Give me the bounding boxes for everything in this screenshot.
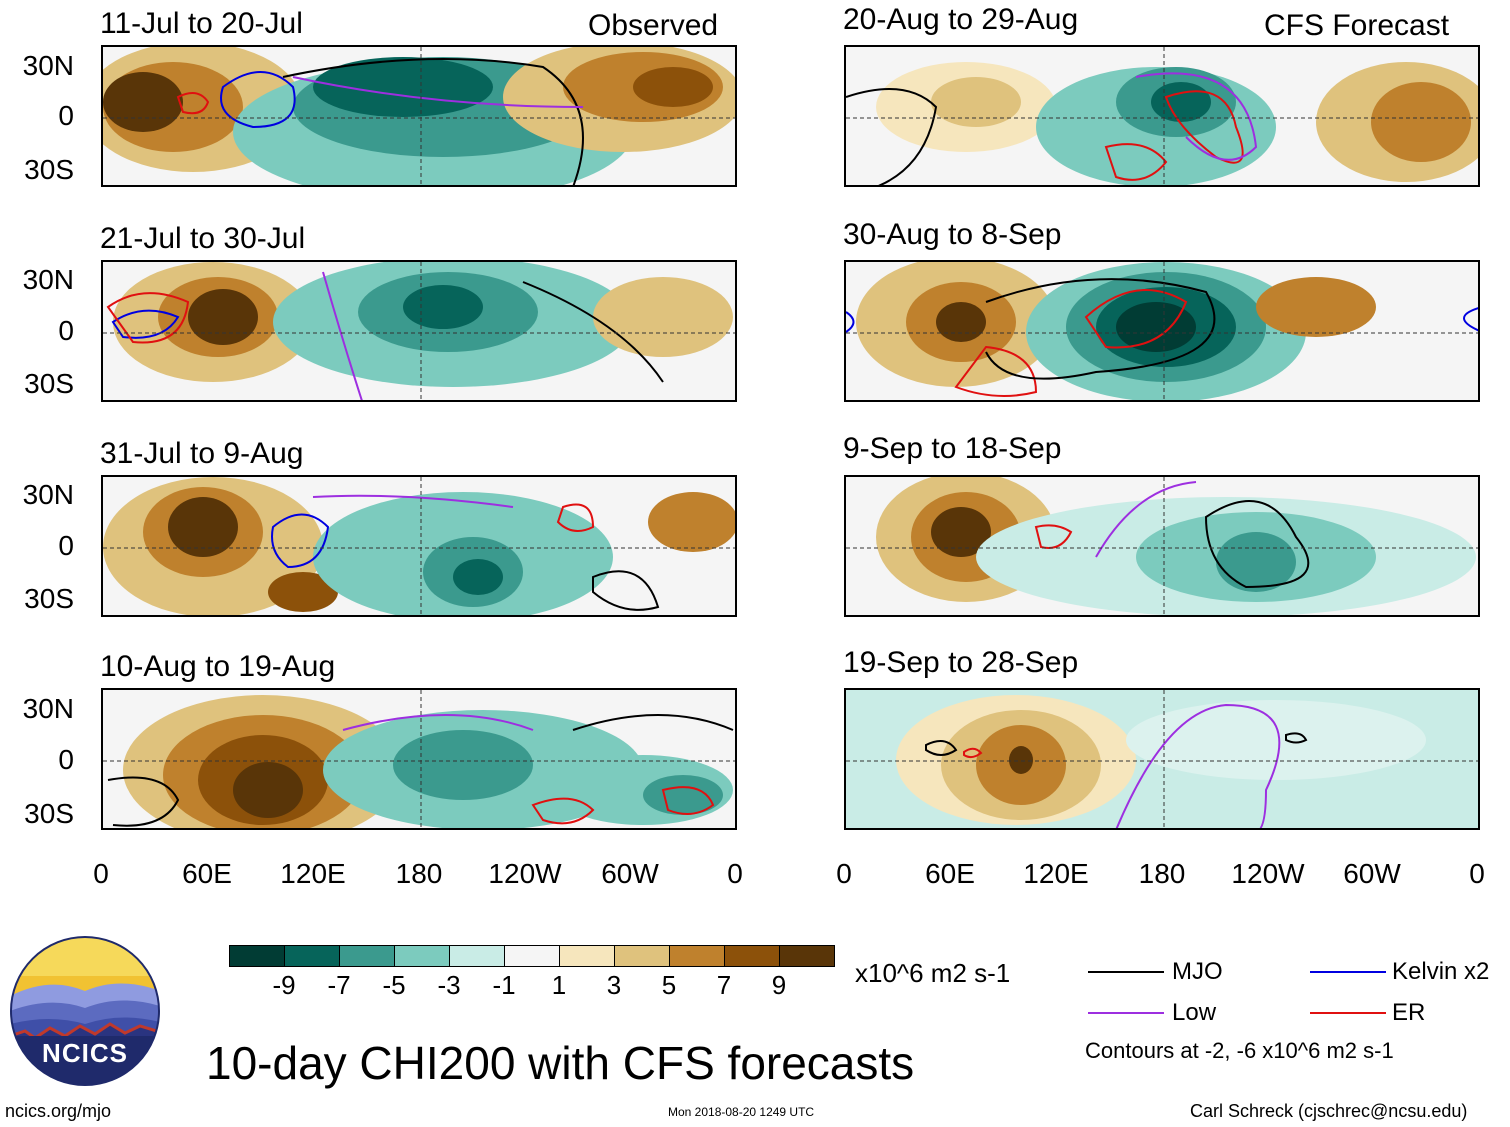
forecast-header: CFS Forecast: [1264, 9, 1450, 42]
colorbar-swatch: [449, 945, 505, 967]
logo-text: NCICS: [42, 1038, 128, 1068]
lon-label: 120W: [1231, 858, 1305, 889]
colorbar-label: 7: [716, 970, 732, 1000]
map-panel-fc-2: [844, 260, 1480, 402]
lat-30s: 30S: [24, 798, 74, 829]
colorbar-label: -5: [382, 970, 406, 1000]
legend-contours-note: Contours at -2, -6 x10^6 m2 s-1: [1085, 1038, 1394, 1063]
footer-url: ncics.org/mjo: [5, 1101, 112, 1121]
map-obs-1: [103, 47, 735, 185]
colorbar-label: 9: [771, 970, 787, 1000]
map-panel-obs-3: [101, 475, 737, 617]
map-fc-4: [846, 690, 1478, 828]
kelvin-line-swatch: [1310, 971, 1386, 973]
colorbar-label: 5: [661, 970, 677, 1000]
lon-label: 180: [395, 858, 443, 889]
colorbar-label: 3: [606, 970, 622, 1000]
map-panel-obs-1: [101, 45, 737, 187]
panel-date-fc-1: 20-Aug to 29-Aug: [843, 3, 1079, 36]
legend-er: ER: [1392, 999, 1426, 1026]
map-panel-fc-1: [844, 45, 1480, 187]
colorbar-label: -9: [272, 970, 296, 1000]
panel-date-fc-3: 9-Sep to 18-Sep: [843, 432, 1062, 465]
lat-eq: 0: [58, 744, 74, 775]
lat-eq: 0: [58, 100, 74, 131]
lon-label: 120E: [280, 858, 346, 889]
panel-date-obs-1: 11-Jul to 20-Jul: [100, 7, 303, 40]
footer-author: Carl Schreck (cjschrec@ncsu.edu): [1190, 1101, 1468, 1121]
colorbar-label: -3: [437, 970, 461, 1000]
panel-date-fc-2: 30-Aug to 8-Sep: [843, 218, 1062, 251]
map-panel-fc-3: [844, 475, 1480, 617]
lon-label: 60W: [601, 858, 659, 889]
legend-kelvin: Kelvin x2: [1392, 958, 1490, 985]
legend-low: Low: [1172, 999, 1217, 1026]
lon-label: 0: [836, 858, 852, 889]
map-panel-obs-2: [101, 260, 737, 402]
colorbar-swatch: [559, 945, 615, 967]
colorbar-label: 1: [551, 970, 567, 1000]
logo-graphic: [10, 936, 160, 1086]
map-panel-fc-4: [844, 688, 1480, 830]
colorbar-swatch: [669, 945, 725, 967]
lon-label: 0: [1469, 858, 1485, 889]
observed-header: Observed: [588, 9, 719, 42]
main-title: 10-day CHI200 with CFS forecasts: [206, 1037, 915, 1089]
colorbar-swatch: [284, 945, 340, 967]
mjo-line-swatch: [1088, 971, 1164, 973]
lon-label: 60W: [1343, 858, 1401, 889]
colorbar-swatch: [724, 945, 780, 967]
map-panel-obs-4: [101, 688, 737, 830]
legend-mjo: MJO: [1172, 958, 1223, 985]
lat-30n: 30N: [22, 264, 74, 295]
lon-label: 60E: [182, 858, 232, 889]
colorbar-label: -1: [492, 970, 516, 1000]
lat-30s: 30S: [24, 368, 74, 399]
map-fc-1: [846, 47, 1478, 185]
lat-30n: 30N: [22, 693, 74, 724]
panel-date-obs-2: 21-Jul to 30-Jul: [100, 222, 306, 255]
footer-timestamp: Mon 2018-08-20 1249 UTC: [668, 1105, 815, 1119]
colorbar-swatch: [229, 945, 285, 967]
lat-30s: 30S: [24, 154, 74, 185]
map-fc-3: [846, 477, 1478, 615]
colorbar-swatch: [504, 945, 560, 967]
colorbar-label: -7: [327, 970, 351, 1000]
lat-30n: 30N: [22, 50, 74, 81]
low-line-swatch: [1088, 1012, 1164, 1014]
lat-30s: 30S: [24, 583, 74, 614]
colorbar-swatch: [394, 945, 450, 967]
er-line-swatch: [1310, 1012, 1386, 1014]
lat-eq: 0: [58, 530, 74, 561]
panel-date-obs-3: 31-Jul to 9-Aug: [100, 437, 304, 470]
colorbar-swatch: [339, 945, 395, 967]
map-obs-4: [103, 690, 735, 828]
lon-label: 120W: [488, 858, 562, 889]
lon-label: 120E: [1023, 858, 1089, 889]
map-obs-3: [103, 477, 735, 615]
colorbar-units: x10^6 m2 s-1: [855, 958, 1011, 988]
lon-label: 0: [93, 858, 109, 889]
lon-label: 0: [727, 858, 743, 889]
panel-date-obs-4: 10-Aug to 19-Aug: [100, 650, 336, 683]
lat-30n: 30N: [22, 479, 74, 510]
panel-date-fc-4: 19-Sep to 28-Sep: [843, 646, 1079, 679]
map-fc-2: [846, 262, 1478, 400]
colorbar-swatch: [614, 945, 670, 967]
map-obs-2: [103, 262, 735, 400]
lon-label: 60E: [925, 858, 975, 889]
lat-eq: 0: [58, 315, 74, 346]
ncics-logo: NCICS: [10, 936, 160, 1086]
lon-label: 180: [1138, 858, 1186, 889]
colorbar-swatch: [779, 945, 835, 967]
